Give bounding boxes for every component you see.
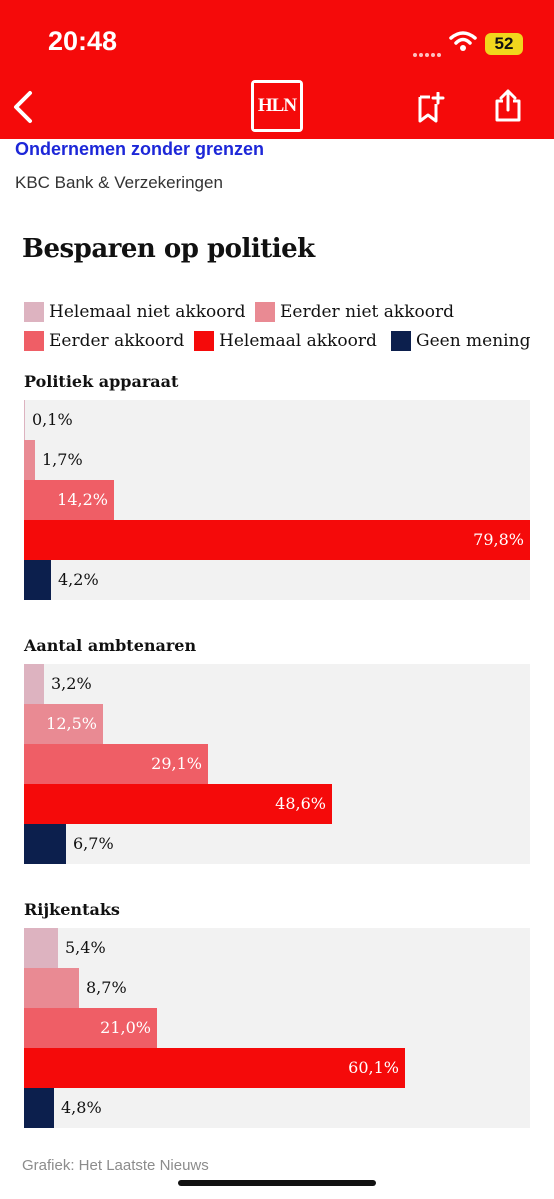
data-label: 48,6% — [275, 794, 326, 813]
plot-area: 3,2% 12,5% 29,1% 48,6% 6,7% — [24, 664, 530, 864]
legend-label: Eerder akkoord — [49, 331, 185, 351]
legend-swatch — [24, 302, 44, 322]
bar — [24, 824, 66, 864]
back-button[interactable] — [10, 90, 36, 129]
chevron-left-icon — [14, 91, 32, 123]
bar — [24, 1048, 405, 1088]
home-indicator — [178, 1180, 376, 1186]
chart-credit: Grafiek: Het Laatste Nieuws — [22, 1157, 209, 1174]
status-time: 20:48 — [48, 26, 118, 56]
data-label: 3,2% — [51, 674, 92, 693]
bar — [24, 664, 44, 704]
sponsor-link[interactable]: Ondernemen zonder grenzen — [15, 139, 265, 159]
data-label: 60,1% — [348, 1058, 399, 1077]
bar — [24, 744, 208, 784]
data-label: 0,1% — [32, 410, 73, 429]
data-label: 29,1% — [151, 754, 202, 773]
share-icon — [495, 89, 521, 122]
logo-text: HLN — [254, 83, 300, 129]
legend-label: Helemaal akkoord — [219, 331, 377, 351]
bar — [24, 928, 58, 968]
bar — [24, 704, 103, 744]
data-label: 14,2% — [57, 490, 108, 509]
legend-label: Eerder niet akkoord — [280, 302, 454, 322]
share-button[interactable] — [494, 89, 522, 128]
legend-label: Helemaal niet akkoord — [49, 302, 246, 322]
data-label: 4,2% — [58, 570, 99, 589]
bar — [24, 560, 51, 600]
group-title: Politiek apparaat — [24, 372, 179, 391]
data-label: 6,7% — [73, 834, 114, 853]
data-label: 79,8% — [473, 530, 524, 549]
plot-area: 5,4% 8,7% 21,0% 60,1% 4,8% — [24, 928, 530, 1128]
data-label: 12,5% — [46, 714, 97, 733]
group-title: Rijkentaks — [24, 900, 120, 919]
hln-logo[interactable]: HLN — [251, 80, 303, 132]
legend-swatch — [391, 331, 411, 351]
bar — [24, 400, 25, 440]
group-title: Aantal ambtenaren — [24, 636, 197, 655]
data-label: 4,8% — [61, 1098, 102, 1117]
app-header: 20:48 52 HLN — [0, 0, 554, 139]
battery-indicator: 52 — [485, 33, 523, 55]
data-label: 1,7% — [42, 450, 83, 469]
data-label: 21,0% — [100, 1018, 151, 1037]
chart-title: Besparen op politiek — [22, 234, 315, 264]
cellular-signal-icon — [413, 44, 443, 57]
bar — [24, 480, 114, 520]
data-label: 5,4% — [65, 938, 106, 957]
bookmark-add-icon — [418, 91, 445, 123]
wifi-icon — [449, 30, 477, 57]
data-label: 8,7% — [86, 978, 127, 997]
bar — [24, 968, 79, 1008]
bar — [24, 784, 332, 824]
legend-swatch — [255, 302, 275, 322]
legend-swatch — [24, 331, 44, 351]
bar — [24, 1008, 157, 1048]
bookmark-button[interactable] — [417, 91, 445, 129]
bar — [24, 440, 35, 480]
legend-swatch — [194, 331, 214, 351]
sponsor-name: KBC Bank & Verzekeringen — [15, 173, 223, 192]
plot-area: 0,1% 1,7% 14,2% 79,8% 4,2% — [24, 400, 530, 600]
legend-label: Geen mening — [416, 331, 531, 351]
bar — [24, 1088, 54, 1128]
bar — [24, 520, 530, 560]
